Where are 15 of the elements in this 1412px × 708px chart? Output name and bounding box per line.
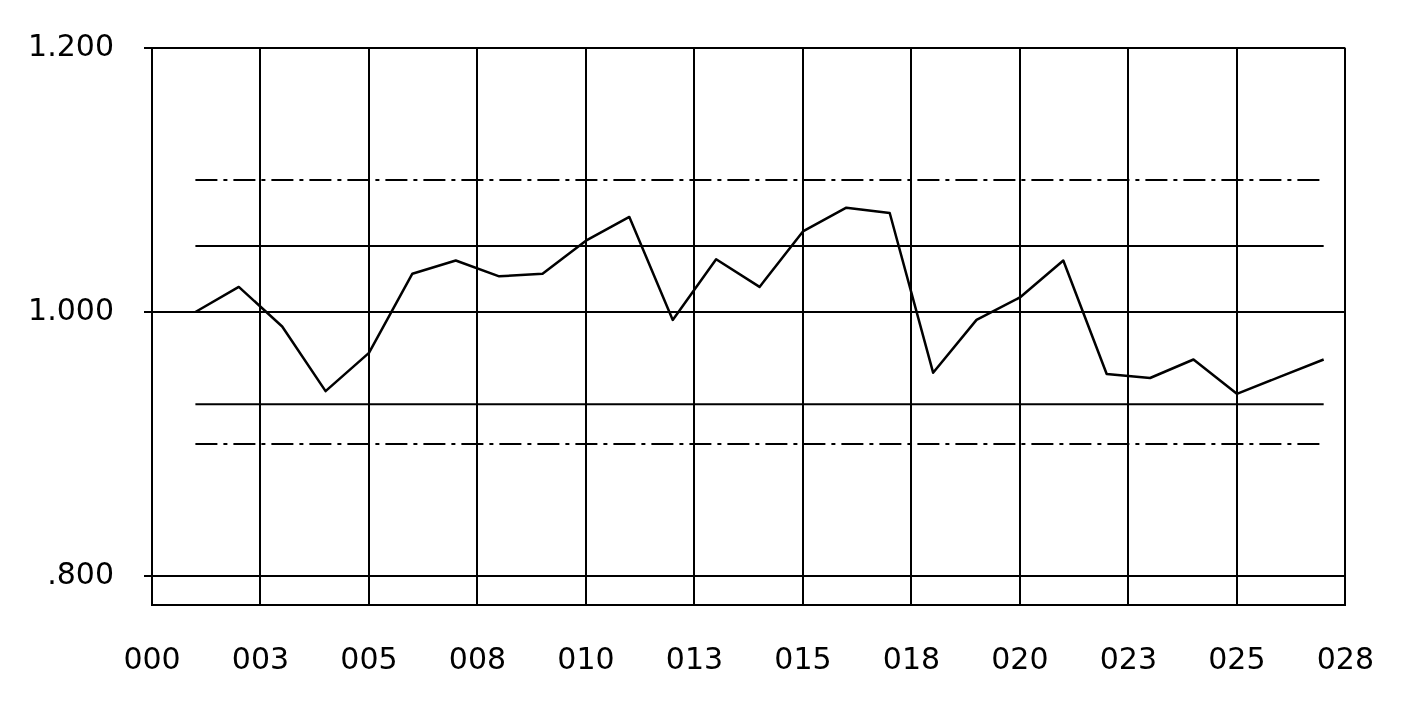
x-tick-label: 005 <box>340 640 398 676</box>
x-tick-label: 003 <box>231 640 290 676</box>
x-tick-label: 028 <box>1316 640 1374 676</box>
y-tick-label: 1.200 <box>28 27 114 63</box>
x-tick-label: 000 <box>123 640 181 676</box>
x-tick-label: 010 <box>557 640 615 676</box>
x-tick-label: 008 <box>448 640 507 676</box>
x-tick-label: 025 <box>1208 640 1266 676</box>
x-tick-label: 015 <box>774 640 832 676</box>
x-tick-label: 020 <box>991 640 1049 676</box>
x-tick-label: 013 <box>665 640 724 676</box>
x-tick-label: 023 <box>1099 640 1158 676</box>
y-tick-label: 1.000 <box>28 291 114 327</box>
x-tick-label: 018 <box>882 640 941 676</box>
y-tick-label: .800 <box>47 555 114 591</box>
